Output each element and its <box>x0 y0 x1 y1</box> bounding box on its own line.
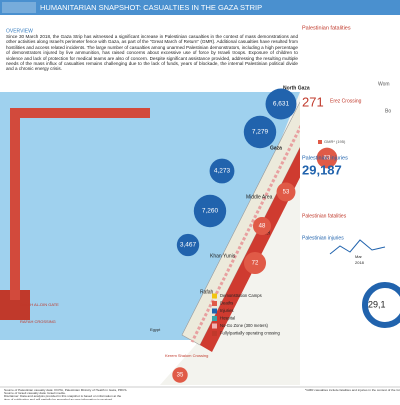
place-label: Gaza <box>270 145 282 151</box>
legend-label: Injuries <box>220 308 234 313</box>
place-label: SALAH AL-DIN GATE <box>20 302 59 307</box>
footer-note: *GMR casualties include fatalities and i… <box>305 388 400 392</box>
footer-line: time of publication and will partially b… <box>4 397 113 400</box>
place-label: Khan Yunis <box>210 253 236 259</box>
injury-label: 7,260 <box>202 208 219 215</box>
injury-label: 7,279 <box>252 129 269 136</box>
death-label: 53 <box>283 190 290 196</box>
injury-label: 4,273 <box>214 168 231 175</box>
overview-text: Since 30 March 2018, the Gaza Strip has … <box>6 34 298 72</box>
legend-swatch <box>212 308 217 314</box>
legend-swatch <box>212 316 217 321</box>
side-header <box>300 22 400 31</box>
place-label: Rafah <box>200 289 214 295</box>
injury-label: 3,467 <box>180 242 197 249</box>
footer-line: Disclaimer: Data and analysis provided i… <box>4 394 122 398</box>
legend-label: Hospital <box>220 316 235 321</box>
place-label: Egypt <box>150 327 161 332</box>
legend-swatch <box>212 331 217 336</box>
side-gmr: GMR* (195) <box>324 139 346 144</box>
side-row: Bo <box>385 108 391 114</box>
title: HUMANITARIAN SNAPSHOT: CASUALTIES IN THE… <box>40 3 262 12</box>
overview-heading: OVERVIEW <box>6 28 33 34</box>
legend-swatch <box>212 301 217 306</box>
footer-line: Source of Israeli casualty data: Israeli… <box>4 391 66 395</box>
death-bubble <box>276 182 296 202</box>
donut-label: 29,1 <box>368 299 386 309</box>
death-bubble <box>243 251 267 275</box>
injury-bubble <box>243 115 277 149</box>
death-bubble <box>252 216 272 236</box>
death-bubble <box>172 367 188 383</box>
injury-bubble <box>176 233 200 257</box>
side-big: 271 <box>302 94 324 109</box>
title-bar <box>0 0 400 15</box>
legend-label: No-Go Zone (300 meters) <box>220 323 269 328</box>
side-row: Wom <box>378 81 390 87</box>
donut <box>362 282 400 328</box>
side-big: 29,187 <box>302 162 342 177</box>
death-label: 35 <box>177 373 184 379</box>
injury-bubble <box>265 88 297 120</box>
sea-barrier <box>0 290 30 320</box>
injury-bubble <box>209 158 235 184</box>
trend-month: Mar <box>355 254 363 259</box>
trend-label: Palestinian injuries <box>302 235 344 241</box>
overview-box: Since 30 March 2018, the Gaza Strip has … <box>6 34 298 72</box>
place-label: RAFAH CROSSING <box>20 319 56 324</box>
side-heading: Palestinian fatalities <box>302 25 351 31</box>
death-label: 48 <box>259 224 266 230</box>
death-bubble <box>316 147 338 169</box>
gmr-swatch <box>318 140 322 144</box>
logo <box>2 2 36 13</box>
place-label: North Gaza <box>283 85 310 91</box>
place-label: Erez Crossing <box>330 98 362 104</box>
injury-bubble <box>193 194 227 228</box>
footer-line: Source of Palestinian casualty data: OCH… <box>4 388 127 392</box>
trend-year: 2018 <box>355 260 365 265</box>
place-label: Kerem Shalom Crossing <box>165 353 208 358</box>
side-heading: Palestinian injuries <box>302 155 348 161</box>
legend-swatch <box>212 293 217 299</box>
injury-label: 6,631 <box>273 101 290 108</box>
no-go-zone <box>190 107 312 343</box>
trend-line <box>329 239 386 255</box>
sea <box>0 92 320 340</box>
death-label: 63 <box>324 156 331 162</box>
legend-swatch <box>212 323 217 329</box>
legend-label: Demonstration Camps <box>220 293 262 298</box>
legend-label: Fully/partially operating crossing <box>220 331 280 336</box>
death-label: 72 <box>252 261 259 267</box>
legend-label: Deaths <box>220 301 233 306</box>
trend-label: Palestinian fatalities <box>302 213 347 219</box>
place-label: Middle Area <box>246 194 273 200</box>
